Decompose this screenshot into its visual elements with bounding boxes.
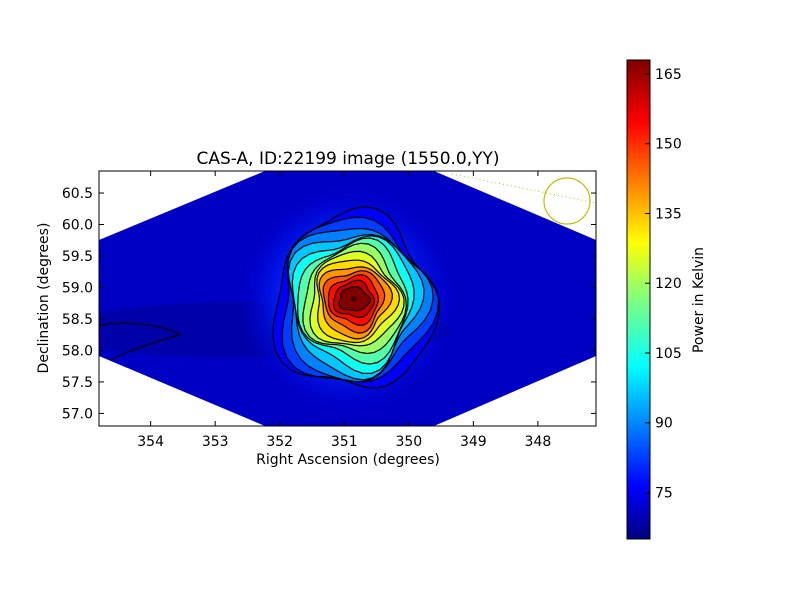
y-tick-label: 58.5	[62, 312, 93, 328]
x-axis-ticks: 354 353 352 351 350 349 348	[137, 171, 551, 450]
colorbar	[627, 60, 650, 539]
x-tick-label: 353	[202, 434, 229, 450]
contour-level	[309, 250, 405, 347]
x-axis-label: Right Ascension (degrees)	[256, 452, 440, 468]
contour-level	[297, 237, 409, 365]
colorbar-ticks: 75 90 105 120 135 150 165	[645, 67, 682, 501]
beam-circle	[543, 177, 591, 225]
colorbar-tick-label: 105	[655, 346, 682, 362]
contour-level	[318, 266, 393, 340]
y-tick-label: 57.5	[62, 375, 93, 391]
x-tick-label: 348	[525, 434, 552, 450]
y-tick-label: 60.0	[62, 218, 93, 234]
colorbar-tick-label: 120	[655, 276, 682, 292]
y-axis-ticks: 57.0 57.5 58.0 58.5 59.0 59.5 60.0 60.5	[62, 186, 596, 422]
contour-level	[281, 216, 440, 383]
colorbar-tick-label: 135	[655, 206, 682, 222]
plot-frame	[98, 170, 597, 427]
y-axis-label: Declination (degrees)	[36, 223, 52, 374]
x-tick-label: 349	[460, 434, 487, 450]
heatmap-layer	[99, 171, 596, 426]
contour-lines	[272, 206, 441, 389]
contour-level	[302, 242, 407, 355]
y-tick-label: 57.0	[62, 406, 93, 422]
x-tick-label: 352	[266, 434, 293, 450]
colorbar-frame	[626, 59, 651, 540]
y-tick-label: 58.0	[62, 343, 93, 359]
colorbar-tick-label: 75	[655, 485, 673, 501]
y-tick-label: 59.0	[62, 280, 93, 296]
contour-level	[291, 235, 415, 374]
contour-level	[316, 259, 401, 344]
contour-level	[322, 270, 386, 334]
left-edge-contour	[99, 322, 182, 361]
y-tick-label: 59.5	[62, 249, 93, 265]
x-tick-label: 350	[395, 434, 422, 450]
contour-level	[332, 279, 376, 319]
contour-level	[327, 274, 380, 327]
contour-level	[338, 285, 371, 312]
chart-title: CAS-A, ID:22199 image (1550.0,YY)	[196, 149, 499, 169]
x-tick-label: 354	[137, 434, 164, 450]
y-tick-label: 60.5	[62, 186, 93, 202]
contour-level	[272, 206, 441, 389]
colorbar-label: Power in Kelvin	[691, 247, 707, 353]
beam-trail-line	[451, 173, 596, 204]
x-tick-label: 351	[331, 434, 358, 450]
colorbar-tick-label: 165	[655, 67, 682, 83]
colorbar-tick-label: 150	[655, 137, 682, 153]
peak-marker	[350, 295, 357, 302]
colorbar-tick-label: 90	[655, 416, 673, 432]
